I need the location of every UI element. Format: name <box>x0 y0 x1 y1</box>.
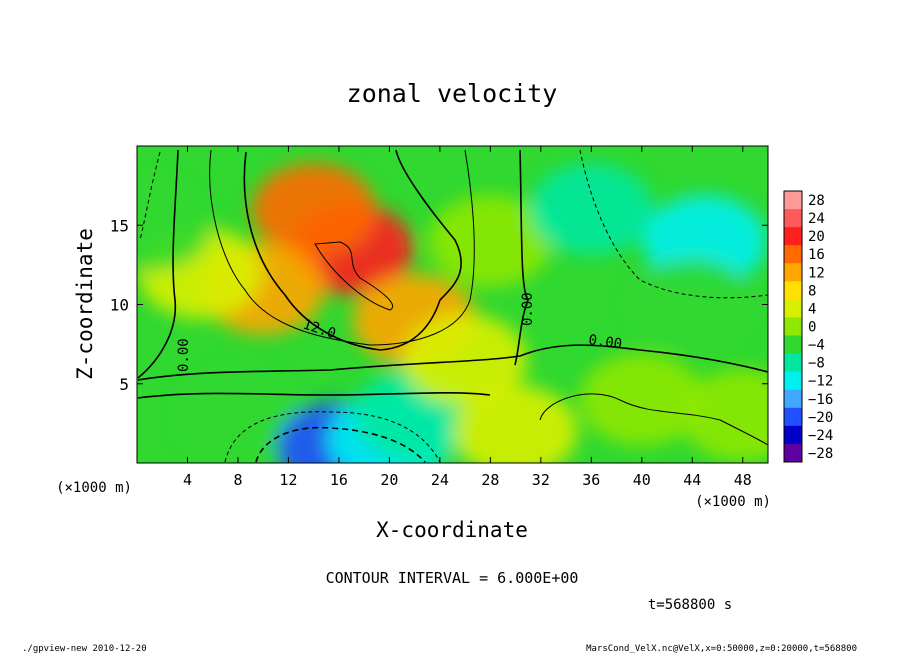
colorbar-swatch-3 <box>784 245 802 264</box>
x-tick-label-2: 12 <box>279 471 297 489</box>
contour-label-zero-right: 0.00 <box>587 332 623 353</box>
contour-label-zero-center: 0.00 <box>520 292 536 326</box>
contour-zero-center <box>514 149 529 366</box>
colorbar-swatch-4 <box>784 263 802 282</box>
colorbar-label-11: −16 <box>808 392 833 408</box>
contour-interval-text: CONTOUR INTERVAL = 6.000E+00 <box>326 569 579 587</box>
field-sample-16 <box>453 385 578 463</box>
z-tick-label-0: 5 <box>119 375 129 394</box>
colorbar-swatch-2 <box>784 227 802 246</box>
colorbar-swatch-6 <box>784 299 802 318</box>
field-sample-10 <box>579 353 704 446</box>
colorbar-label-8: −4 <box>808 338 825 354</box>
colorbar-label-10: −12 <box>808 374 833 390</box>
field-sample-1 <box>251 163 376 256</box>
z-axis: 5 10 15 <box>110 216 768 394</box>
x-tick-label-1: 8 <box>233 471 242 489</box>
x-axis-label: X-coordinate <box>376 518 528 542</box>
contour-zero-mid <box>137 344 768 381</box>
contour-12-upper <box>243 149 462 351</box>
field-sample-17 <box>403 313 528 406</box>
x-tick-label-11: 48 <box>734 471 752 489</box>
chart-title: zonal velocity <box>347 79 558 108</box>
x-tick-label-0: 4 <box>183 471 192 489</box>
field-sample-9 <box>630 258 755 351</box>
colorbar-label-13: −24 <box>808 428 833 444</box>
colorbar-swatch-12 <box>784 407 802 427</box>
x-tick-label-10: 44 <box>683 471 701 489</box>
contour-neg-6-upper-right <box>579 149 768 299</box>
z-unit-note: (×1000 m) <box>56 480 132 496</box>
x-tick-label-6: 28 <box>481 471 499 489</box>
footer-right-text: MarsCond_VelX.nc@VelX,x=0:50000,z=0:2000… <box>586 644 857 654</box>
x-unit-note: (×1000 m) <box>695 494 771 510</box>
colorbar-swatch-10 <box>784 371 802 391</box>
colorbar-label-14: −28 <box>808 446 833 462</box>
colorbar-label-2: 20 <box>808 229 825 245</box>
contour-label-zero-left: 0.00 <box>176 338 192 372</box>
colorbar-swatch-7 <box>784 317 802 337</box>
contour-18-core <box>314 241 393 311</box>
colorbar-frame <box>783 190 803 463</box>
x-tick-label-4: 20 <box>380 471 398 489</box>
contour-6-lower-right <box>539 393 768 446</box>
colorbar-label-4: 12 <box>808 265 825 281</box>
colorbar: 28 24 20 16 12 8 4 0 −4 −8 −12 −16 −20 −24 −28 <box>784 191 833 463</box>
plot-field: 12.0 0.00 0.00 0.00 <box>137 146 768 463</box>
x-tick-label-7: 32 <box>532 471 550 489</box>
colorbar-label-7: 0 <box>808 320 816 336</box>
colorbar-label-9: −8 <box>808 356 825 372</box>
colorbar-label-12: −20 <box>808 410 833 426</box>
contour-neg-6 <box>224 411 441 463</box>
contour-neg-6-upper-left <box>139 151 161 241</box>
footer-left-text: ./gpview-new 2010-12-20 <box>22 644 147 654</box>
colorbar-label-6: 4 <box>808 301 816 317</box>
contour-neg-12 <box>255 426 426 463</box>
time-label: t=568800 s <box>648 597 732 613</box>
colorbar-swatch-1 <box>784 209 802 228</box>
z-axis-label: Z-coordinate <box>73 228 97 380</box>
contour-zero-lower <box>137 391 491 399</box>
colorbar-label-1: 24 <box>808 211 825 227</box>
colorbar-swatch-11 <box>784 389 802 409</box>
colorbar-swatch-9 <box>784 353 802 373</box>
field-sample-5 <box>137 179 212 272</box>
colorbar-swatch-5 <box>784 281 802 300</box>
z-tick-label-1: 10 <box>110 296 129 315</box>
colorbar-label-5: 8 <box>808 283 816 299</box>
field-sample-11 <box>680 369 768 462</box>
colorbar-swatch-8 <box>784 335 802 355</box>
colorbar-swatch-0 <box>784 191 802 210</box>
field-sample-12 <box>175 369 300 462</box>
contour-6-upper <box>209 149 475 346</box>
colorbar-swatch-14 <box>784 443 802 463</box>
colorbar-swatch-13 <box>784 425 802 445</box>
x-tick-label-9: 40 <box>633 471 651 489</box>
x-tick-label-8: 36 <box>582 471 600 489</box>
x-tick-label-3: 16 <box>330 471 348 489</box>
x-axis: 4 8 12 16 20 24 28 32 36 40 44 48 <box>183 146 752 489</box>
colorbar-label-0: 28 <box>808 193 825 209</box>
colorbar-label-3: 16 <box>808 247 825 263</box>
z-tick-label-2: 15 <box>110 216 129 235</box>
x-tick-label-5: 24 <box>431 471 449 489</box>
contour-zero-left <box>137 149 179 379</box>
field-sample-7 <box>529 163 654 256</box>
